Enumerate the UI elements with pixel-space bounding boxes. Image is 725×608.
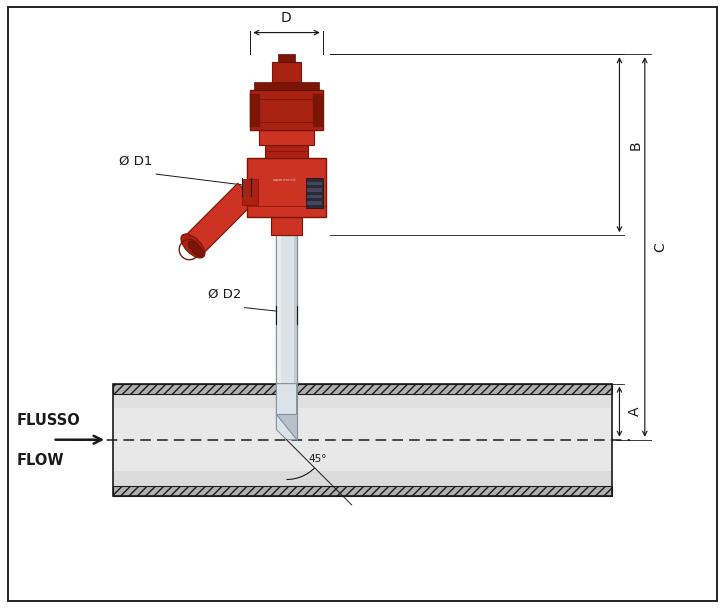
Bar xyxy=(307,182,322,185)
Bar xyxy=(312,94,323,126)
Bar xyxy=(250,91,323,130)
Text: Ø D1: Ø D1 xyxy=(119,154,152,168)
Bar xyxy=(278,54,295,61)
Ellipse shape xyxy=(181,234,205,258)
Bar xyxy=(247,158,326,217)
Bar xyxy=(277,235,281,384)
Bar xyxy=(242,179,258,206)
Bar xyxy=(113,384,612,394)
Text: A: A xyxy=(628,407,642,416)
Bar xyxy=(113,394,612,486)
Bar xyxy=(254,82,319,91)
Bar xyxy=(306,178,323,209)
Text: B: B xyxy=(628,140,642,150)
Bar xyxy=(294,235,297,384)
Bar xyxy=(276,384,297,415)
Text: C: C xyxy=(653,242,668,252)
Polygon shape xyxy=(276,384,297,440)
Bar xyxy=(307,195,322,198)
Ellipse shape xyxy=(188,241,204,257)
Bar xyxy=(259,130,314,145)
Bar xyxy=(270,217,302,235)
Bar xyxy=(307,188,322,192)
Bar xyxy=(113,394,612,408)
Text: FLOW: FLOW xyxy=(17,454,64,469)
Bar xyxy=(113,486,612,496)
Text: www.enni.it: www.enni.it xyxy=(273,178,297,182)
Text: 45°: 45° xyxy=(308,454,327,464)
Bar xyxy=(113,384,612,496)
Bar xyxy=(265,145,308,158)
Text: Ø D2: Ø D2 xyxy=(208,288,241,301)
Text: FLUSSO: FLUSSO xyxy=(17,413,80,428)
Bar xyxy=(307,201,322,205)
Bar xyxy=(276,235,297,384)
Polygon shape xyxy=(184,183,256,255)
Polygon shape xyxy=(276,415,297,440)
Text: D: D xyxy=(281,12,292,26)
Bar xyxy=(272,61,301,82)
Bar xyxy=(113,471,612,486)
Bar xyxy=(250,94,260,126)
